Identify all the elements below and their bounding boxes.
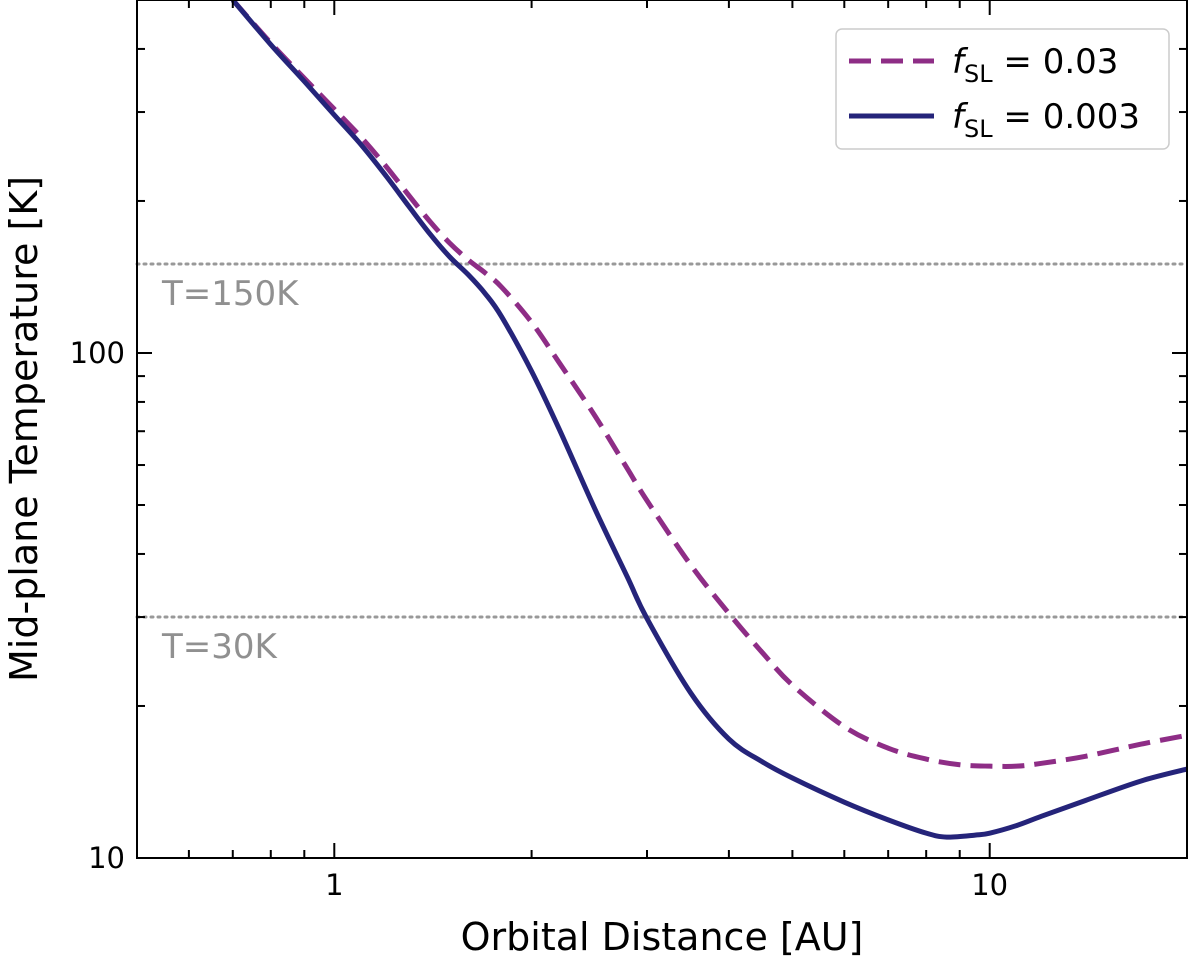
axes <box>136 0 1188 859</box>
reference-lines: T=150K T=30K <box>135 262 1189 667</box>
legend-value: = 0.03 <box>993 42 1119 82</box>
ticks: 1 10 10 100 <box>70 0 1187 902</box>
series-line-0 <box>230 0 1187 769</box>
x-axis-label: Orbital Distance [AU] <box>461 915 864 959</box>
series-line-1 <box>230 0 1187 840</box>
x-tick-label-1: 10 <box>971 868 1008 902</box>
legend-subscript: SL <box>964 115 993 143</box>
reference-label-0: T=150K <box>161 274 300 314</box>
legend-subscript: SL <box>964 60 993 88</box>
series-layer <box>230 0 1187 840</box>
legend-value: = 0.003 <box>993 97 1140 137</box>
reference-label-1: T=30K <box>161 627 279 667</box>
y-tick-label-1: 100 <box>70 336 125 370</box>
plot-frame <box>136 0 1188 859</box>
y-axis-label: Mid-plane Temperature [K] <box>2 176 46 682</box>
y-tick-label-0: 10 <box>88 841 125 875</box>
x-tick-label-0: 1 <box>325 868 343 902</box>
